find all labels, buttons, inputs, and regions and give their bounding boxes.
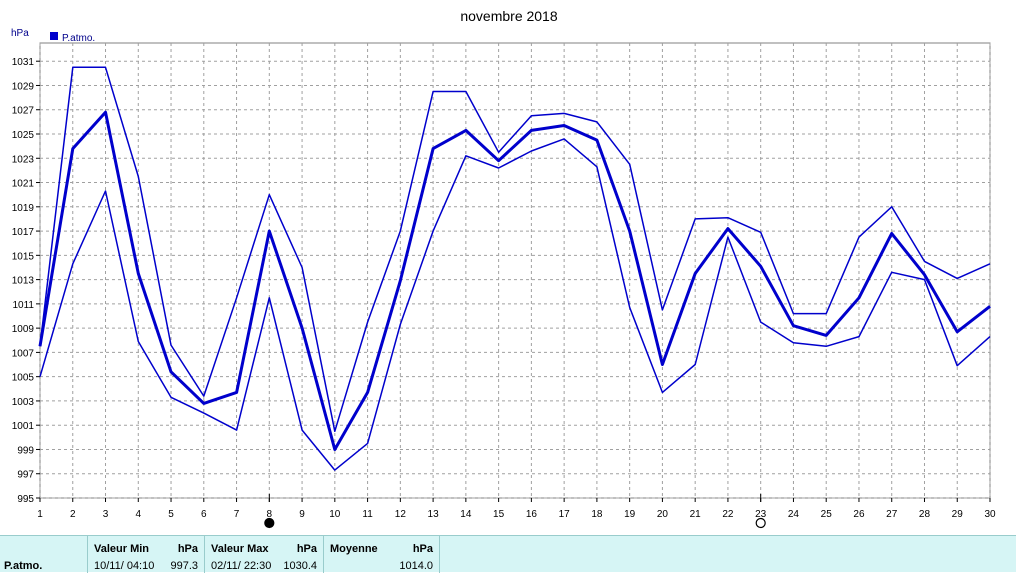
x-tick-label: 19 [624,509,636,520]
summary-mean-cell: Moyenne hPa 1014.0 [324,536,440,573]
summary-min-cell: Valeur Min hPa 10/11/ 04:10 997.3 [88,536,205,573]
max-value: 1030.4 [283,560,317,572]
series-line-max [39,66,991,433]
min-unit: hPa [177,543,198,555]
moon-markers [264,494,766,529]
x-tick-label: 1 [37,509,43,520]
y-tick-label: 1007 [12,348,35,359]
x-tick-label: 8 [267,509,273,520]
y-tick-label: 1021 [12,179,35,190]
plot-area [39,42,991,499]
x-tick-label: 27 [886,509,898,520]
x-tick-label: 24 [788,509,800,520]
min-datetime: 10/11/ 04:10 [94,560,155,572]
x-tick-label: 18 [591,509,603,520]
chart-title: novembre 2018 [460,8,558,24]
x-tick-label: 12 [395,509,407,520]
x-tick-label: 23 [755,509,767,520]
y-tick-label: 1025 [12,130,35,141]
series-line-mean [38,110,991,451]
plot-frame [39,42,991,499]
series-line-min [39,138,991,471]
x-tick-label: 22 [722,509,734,520]
full-moon-icon [755,517,766,529]
y-axis-unit: hPa [11,28,29,39]
x-tick-label: 16 [526,509,538,520]
y-tick-label: 1011 [12,300,34,311]
y-tick-label: 1027 [12,106,35,117]
y-tick-label: 1001 [12,421,35,432]
x-tick-label: 9 [299,509,305,520]
summary-max-cell: Valeur Max hPa 02/11/ 22:30 1030.4 [205,536,324,573]
new-moon-icon [264,517,275,529]
y-tick-label: 1023 [12,154,35,165]
y-tick-label: 1003 [12,397,35,408]
x-tick-label: 26 [853,509,865,520]
y-tick-label: 1015 [12,251,35,262]
series-lines [38,66,991,471]
mean-unit: hPa [412,543,433,555]
x-tick-label: 13 [428,509,440,520]
y-tick-label: 1017 [12,227,35,238]
legend-swatch [50,32,58,40]
x-tick-label: 17 [559,509,571,520]
x-tick-label: 6 [201,509,207,520]
y-axis-ticks: 995 997 999 1001 1003 1005 1007 1009 1011 1013 101… [12,57,40,505]
grid-lines [39,43,991,499]
x-tick-label: 14 [460,509,472,520]
y-tick-label: 1029 [12,81,35,92]
legend-label: P.atmo. [62,33,95,44]
y-tick-label: 997 [17,470,34,481]
max-datetime: 02/11/ 22:30 [211,560,272,572]
summary-row-label: P.atmo. [4,560,43,572]
mean-value: 1014.0 [399,560,433,572]
x-tick-label: 20 [657,509,669,520]
x-tick-label: 2 [70,509,76,520]
y-tick-label: 1031 [12,57,35,68]
summary-label-cell [0,536,88,573]
x-tick-label: 21 [690,509,702,520]
min-value: 997.3 [170,560,198,572]
y-tick-label: 999 [17,445,34,456]
y-tick-label: 1019 [12,203,35,214]
x-tick-label: 7 [234,509,240,520]
x-axis-ticks: 1 2 3 4 5 6 7 8 9 10 11 12 13 14 15 16 17 18 19 20 21 22 23 24 2… [37,498,996,520]
x-tick-label: 5 [168,509,174,520]
y-tick-label: 1005 [12,373,35,384]
x-tick-label: 10 [329,509,341,520]
min-header: Valeur Min [94,543,150,555]
max-header: Valeur Max [211,543,269,555]
x-tick-label: 29 [952,509,964,520]
pressure-chart: novembre 2018 hPa P.atmo. 995 997 999 1001 1… [11,8,996,529]
y-tick-label: 995 [17,494,34,505]
x-tick-label: 30 [984,509,996,520]
x-tick-label: 15 [493,509,505,520]
y-tick-label: 1009 [12,324,35,335]
x-tick-label: 3 [103,509,109,520]
summary-bar: P.atmo. Valeur Min hPa 10/11/ 04:10 997.… [0,535,1016,573]
x-tick-label: 4 [135,509,141,520]
x-tick-label: 25 [821,509,833,520]
x-tick-label: 11 [362,509,373,520]
max-unit: hPa [296,543,317,555]
y-tick-label: 1013 [12,276,35,287]
mean-header: Moyenne [330,543,378,555]
x-tick-label: 28 [919,509,931,520]
